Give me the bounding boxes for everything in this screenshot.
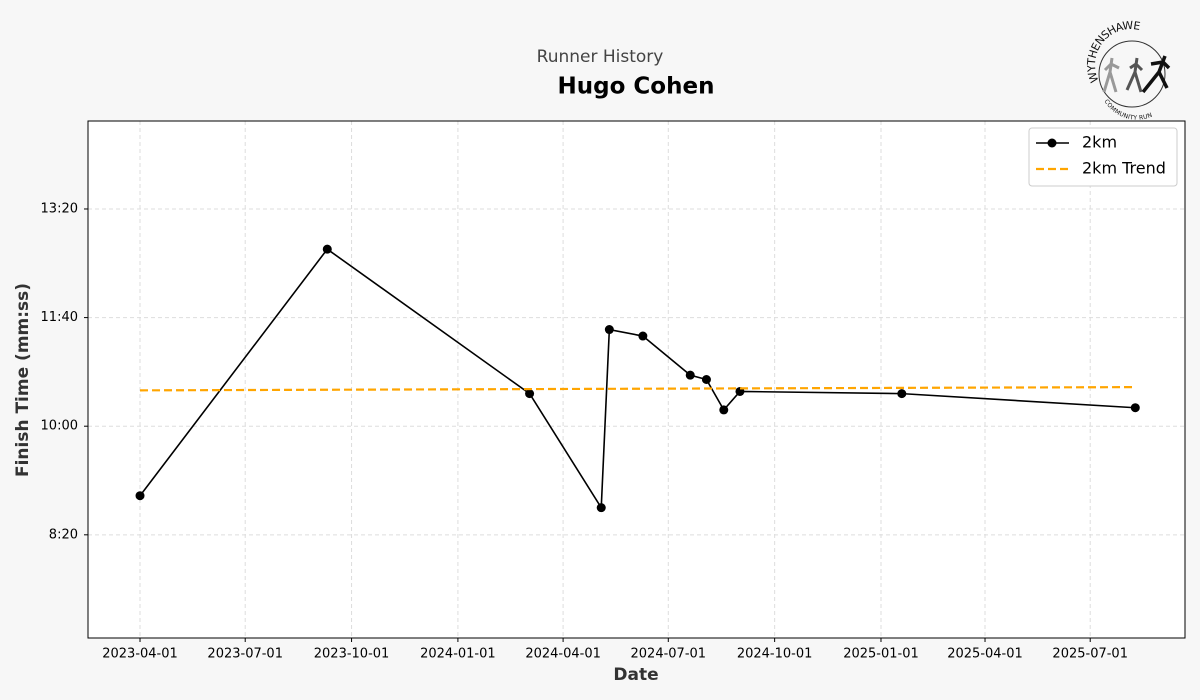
data-point (525, 389, 535, 399)
x-tick-label: 2024-01-01 (420, 647, 496, 662)
x-tick-label: 2025-04-01 (947, 647, 1023, 662)
logo-runner (1102, 57, 1120, 93)
series-line (139, 248, 1136, 511)
x-tick-label: 2024-04-01 (525, 647, 601, 662)
x-tick-label: 2025-01-01 (843, 647, 919, 662)
data-point (322, 244, 332, 254)
plot-area (88, 121, 1185, 638)
data-point (685, 370, 695, 380)
y-tick-label: 8:20 (49, 527, 78, 542)
y-tick-label: 13:20 (41, 201, 78, 216)
chart-title: Hugo Cohen (558, 74, 715, 100)
data-point (604, 325, 614, 335)
data-point (701, 375, 711, 384)
x-tick-label: 2024-07-01 (631, 647, 707, 662)
plot-frame (87, 120, 1186, 639)
data-point (596, 503, 606, 513)
logo-ring (1098, 40, 1166, 108)
y-tick-label: 10:00 (41, 419, 78, 434)
chart-subtitle: Runner History (537, 47, 664, 67)
series-line (140, 386, 1136, 392)
y-tick-label: 11:40 (41, 310, 78, 325)
x-axis-label: Date (613, 665, 658, 685)
x-tick-label: 2023-07-01 (207, 647, 283, 662)
data-point (638, 331, 648, 341)
x-tick-label: 2024-10-01 (737, 647, 813, 662)
x-tick-label: 2025-07-01 (1052, 647, 1128, 662)
data-point (719, 405, 729, 415)
y-axis-label: Finish Time (mm:ss) (13, 283, 33, 477)
logo-runner (1141, 55, 1171, 94)
legend-label: 2km Trend (1082, 159, 1166, 178)
legend-marker (1047, 138, 1057, 148)
data-point (897, 389, 907, 399)
x-tick-label: 2023-04-01 (102, 647, 178, 662)
x-tick-label: 2023-10-01 (314, 647, 390, 662)
legend-label: 2km (1082, 133, 1117, 152)
plot-layer: 8:20 10:00 11:40 13:20 2023-04-01 2023-07-01 2… (41, 121, 1185, 662)
logo-runner (1125, 57, 1144, 93)
data-point (135, 491, 145, 501)
data-point (1130, 403, 1140, 413)
